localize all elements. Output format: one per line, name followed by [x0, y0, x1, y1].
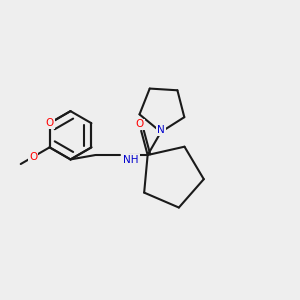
Text: O: O [29, 152, 38, 162]
Text: O: O [136, 119, 144, 129]
Text: O: O [46, 118, 54, 128]
Text: NH: NH [123, 155, 139, 165]
Text: N: N [157, 125, 165, 135]
